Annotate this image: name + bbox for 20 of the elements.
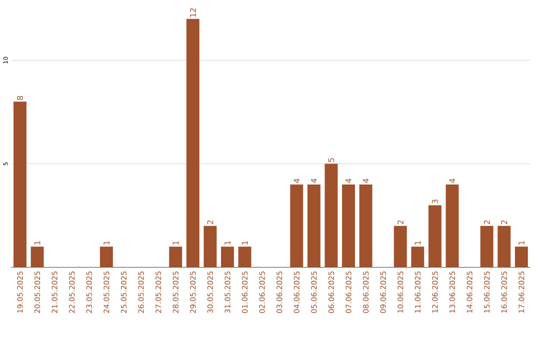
bar xyxy=(446,184,459,268)
bar xyxy=(394,226,407,268)
bar xyxy=(498,226,511,268)
bar xyxy=(238,246,252,268)
bar xyxy=(428,205,442,268)
bar xyxy=(100,246,113,268)
bar xyxy=(186,18,200,268)
bar xyxy=(14,102,26,268)
bar xyxy=(480,226,494,268)
bar xyxy=(307,184,320,268)
bar xyxy=(220,246,234,268)
bar xyxy=(324,164,338,268)
bar xyxy=(169,246,182,268)
bar xyxy=(204,226,217,268)
bar xyxy=(30,246,44,268)
bar xyxy=(359,184,372,268)
bar xyxy=(342,184,355,268)
bar xyxy=(411,246,424,268)
bar xyxy=(290,184,304,268)
bar xyxy=(514,246,528,268)
